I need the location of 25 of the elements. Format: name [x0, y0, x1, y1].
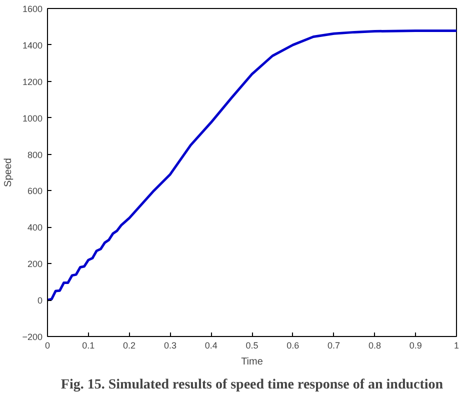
y-tick-label: 400: [27, 222, 43, 233]
y-tick-label: 200: [27, 259, 43, 270]
x-tick-label: 1: [454, 340, 460, 350]
y-tick-label: 1200: [22, 76, 43, 87]
x-tick-label: 0.3: [164, 340, 176, 350]
caption: Fig. 15. Simulated results of speed time response of an induction: [60, 378, 444, 392]
y-tick-label: 1600: [22, 4, 43, 14]
x-tick-label: 0.6: [286, 340, 300, 350]
y-axis-title: Speed: [3, 158, 14, 187]
x-tick-label: 0: [44, 340, 50, 350]
x-tick-label: 0.1: [82, 340, 95, 350]
y-tick-label: 1400: [22, 40, 43, 50]
x-axis-title: Time: [241, 356, 264, 368]
y-tick-label: 0: [37, 296, 43, 306]
y-tick-label: −200: [22, 332, 43, 342]
y-tick-label: 600: [27, 186, 43, 196]
x-tick-label: 0.4: [204, 340, 218, 350]
line-series: [48, 29, 456, 302]
y-tick-label: 800: [27, 150, 43, 160]
x-tick-label: 0.2: [123, 340, 136, 350]
x-tick-label: 0.7: [328, 340, 340, 350]
x-tick-label: 0.8: [368, 340, 381, 350]
x-tick-label: 0.5: [246, 340, 258, 350]
x-tick-label: 0.9: [409, 340, 422, 350]
y-tick-label: 1000: [22, 113, 43, 124]
